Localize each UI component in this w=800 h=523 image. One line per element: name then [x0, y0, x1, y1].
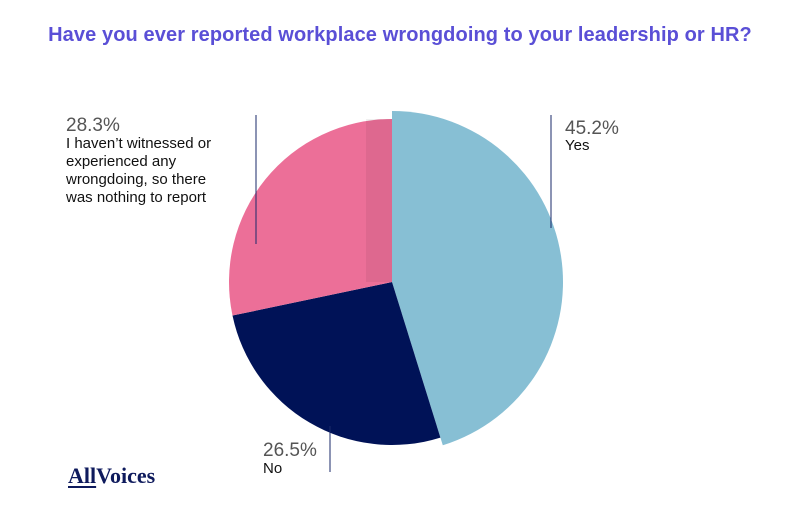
data-label-yes: 45.2% [565, 118, 619, 139]
chart-title: Have you ever reported workplace wrongdo… [48, 24, 752, 46]
pie-slice-no [232, 282, 441, 445]
slice-shadow [366, 119, 392, 282]
data-label-other: 28.3% [66, 115, 120, 136]
data-label-no: 26.5% [263, 440, 317, 461]
category-label-no: No [263, 460, 282, 477]
pie-slice-yes [392, 111, 563, 446]
pie-slice-other [229, 119, 392, 316]
category-label-other: I haven’t witnessed or experienced any w… [65, 135, 215, 206]
allvoices-logo: AllVoices [68, 463, 156, 488]
category-label-yes: Yes [565, 137, 589, 154]
